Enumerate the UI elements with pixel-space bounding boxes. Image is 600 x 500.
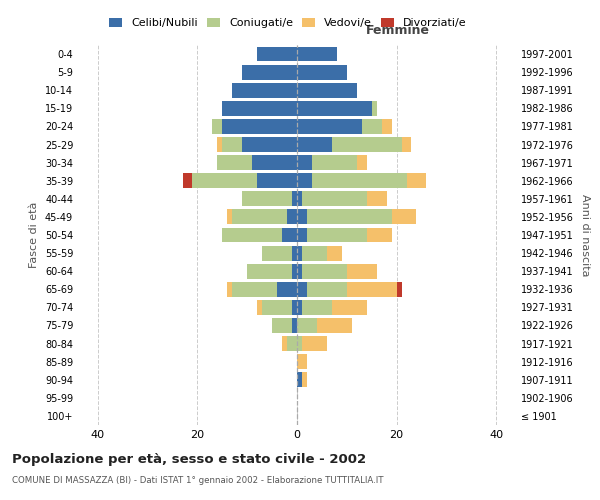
Text: Popolazione per età, sesso e stato civile - 2002: Popolazione per età, sesso e stato civil… bbox=[12, 452, 366, 466]
Text: Femmine: Femmine bbox=[366, 24, 430, 38]
Bar bbox=[332, 137, 401, 152]
Bar bbox=[297, 46, 337, 62]
Bar bbox=[292, 264, 297, 278]
Bar bbox=[407, 174, 427, 188]
Bar bbox=[297, 83, 357, 98]
Bar bbox=[292, 246, 297, 260]
Bar bbox=[382, 119, 392, 134]
Bar bbox=[223, 101, 297, 116]
Y-axis label: Anni di nascita: Anni di nascita bbox=[580, 194, 590, 276]
Bar bbox=[287, 336, 297, 351]
Bar bbox=[297, 228, 307, 242]
Bar bbox=[282, 228, 297, 242]
Bar bbox=[193, 174, 257, 188]
Bar bbox=[292, 300, 297, 315]
Bar bbox=[262, 300, 292, 315]
Bar bbox=[367, 228, 392, 242]
Bar bbox=[257, 174, 297, 188]
Bar bbox=[401, 137, 412, 152]
Bar bbox=[223, 137, 242, 152]
Bar bbox=[297, 354, 307, 369]
Bar bbox=[242, 64, 297, 80]
Bar bbox=[307, 228, 367, 242]
Bar bbox=[232, 282, 277, 296]
Bar bbox=[297, 64, 347, 80]
Bar bbox=[297, 174, 312, 188]
Bar bbox=[257, 300, 262, 315]
Bar bbox=[247, 264, 292, 278]
Bar bbox=[367, 192, 386, 206]
Y-axis label: Fasce di età: Fasce di età bbox=[29, 202, 39, 268]
Bar bbox=[292, 318, 297, 333]
Bar bbox=[227, 282, 232, 296]
Bar bbox=[272, 318, 292, 333]
Bar bbox=[212, 119, 223, 134]
Bar bbox=[302, 300, 332, 315]
Bar bbox=[297, 137, 332, 152]
Bar bbox=[232, 83, 297, 98]
Bar bbox=[297, 372, 302, 387]
Bar bbox=[297, 192, 302, 206]
Bar bbox=[302, 192, 367, 206]
Bar bbox=[302, 246, 327, 260]
Bar bbox=[302, 336, 327, 351]
Bar bbox=[307, 210, 392, 224]
Bar bbox=[297, 300, 302, 315]
Bar bbox=[287, 210, 297, 224]
Bar bbox=[317, 318, 352, 333]
Bar bbox=[257, 46, 297, 62]
Bar bbox=[297, 282, 307, 296]
Bar bbox=[312, 155, 357, 170]
Bar bbox=[297, 155, 312, 170]
Bar bbox=[362, 119, 382, 134]
Bar bbox=[392, 210, 416, 224]
Bar bbox=[297, 119, 362, 134]
Bar bbox=[282, 336, 287, 351]
Bar bbox=[397, 282, 401, 296]
Bar bbox=[252, 155, 297, 170]
Bar bbox=[371, 101, 377, 116]
Legend: Celibi/Nubili, Coniugati/e, Vedovi/e, Divorziati/e: Celibi/Nubili, Coniugati/e, Vedovi/e, Di… bbox=[105, 13, 471, 32]
Bar bbox=[227, 210, 232, 224]
Bar bbox=[297, 210, 307, 224]
Bar bbox=[223, 228, 282, 242]
Bar bbox=[327, 246, 342, 260]
Bar bbox=[297, 101, 371, 116]
Bar bbox=[297, 336, 302, 351]
Bar bbox=[297, 318, 317, 333]
Bar bbox=[277, 282, 297, 296]
Bar bbox=[302, 264, 347, 278]
Bar bbox=[347, 264, 377, 278]
Bar bbox=[232, 210, 287, 224]
Bar bbox=[297, 264, 302, 278]
Bar bbox=[292, 192, 297, 206]
Bar bbox=[347, 282, 397, 296]
Bar bbox=[217, 155, 252, 170]
Bar bbox=[242, 192, 292, 206]
Bar bbox=[297, 246, 302, 260]
Text: COMUNE DI MASSAZZA (BI) - Dati ISTAT 1° gennaio 2002 - Elaborazione TUTTITALIA.I: COMUNE DI MASSAZZA (BI) - Dati ISTAT 1° … bbox=[12, 476, 383, 485]
Bar bbox=[332, 300, 367, 315]
Bar bbox=[223, 119, 297, 134]
Bar bbox=[307, 282, 347, 296]
Bar bbox=[217, 137, 223, 152]
Bar bbox=[312, 174, 407, 188]
Bar bbox=[302, 372, 307, 387]
Bar bbox=[182, 174, 193, 188]
Bar bbox=[262, 246, 292, 260]
Bar bbox=[357, 155, 367, 170]
Bar bbox=[242, 137, 297, 152]
